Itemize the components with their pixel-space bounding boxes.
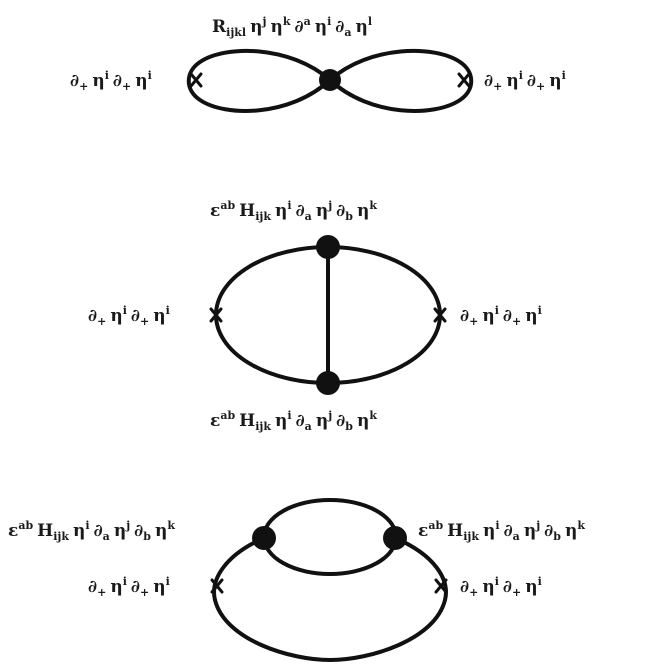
d2-left-label: ∂+ ηi ∂+ ηi xyxy=(88,304,170,328)
d2-bottom-vertex-label: εab Hijk ηi ∂a ηj ∂b ηk xyxy=(210,409,377,433)
d2-top-vertex-label: εab Hijk ηi ∂a ηj ∂b ηk xyxy=(210,199,377,223)
d1-vertex-label: Rijkl ηj ηk ∂a ηi ∂a ηl xyxy=(212,15,373,39)
d2-right-label: ∂+ ηi ∂+ ηi xyxy=(460,304,542,328)
d2-top-vertex xyxy=(316,235,340,259)
d3-right-vertex-label: εab Hijk ηi ∂a ηj ∂b ηk xyxy=(418,519,585,543)
d3-right-vertex xyxy=(383,526,407,550)
d3-left-vertex-label: εab Hijk ηi ∂a ηj ∂b ηk xyxy=(8,519,175,543)
d2-bottom-vertex xyxy=(316,371,340,395)
d3-right-cross-icon xyxy=(434,578,448,594)
d1-left-loop xyxy=(186,48,333,113)
d1-right-loop xyxy=(327,48,474,113)
d2-right-cross-icon xyxy=(433,307,447,323)
d3-outer-loop xyxy=(212,536,448,663)
d3-left-label: ∂+ ηi ∂+ ηi xyxy=(88,575,170,599)
d3-left-cross-icon xyxy=(210,578,224,594)
d1-right-cross-icon xyxy=(457,72,471,88)
d1-left-cross-icon xyxy=(189,72,203,88)
d3-right-label: ∂+ ηi ∂+ ηi xyxy=(460,575,542,599)
d1-left-label: ∂+ ηi ∂+ ηi xyxy=(70,69,152,93)
d3-left-vertex xyxy=(252,526,276,550)
d1-vertex xyxy=(319,69,341,91)
d1-right-label: ∂+ ηi ∂+ ηi xyxy=(484,69,566,93)
d3-inner-loop xyxy=(262,498,398,576)
d2-left-cross-icon xyxy=(209,307,223,323)
